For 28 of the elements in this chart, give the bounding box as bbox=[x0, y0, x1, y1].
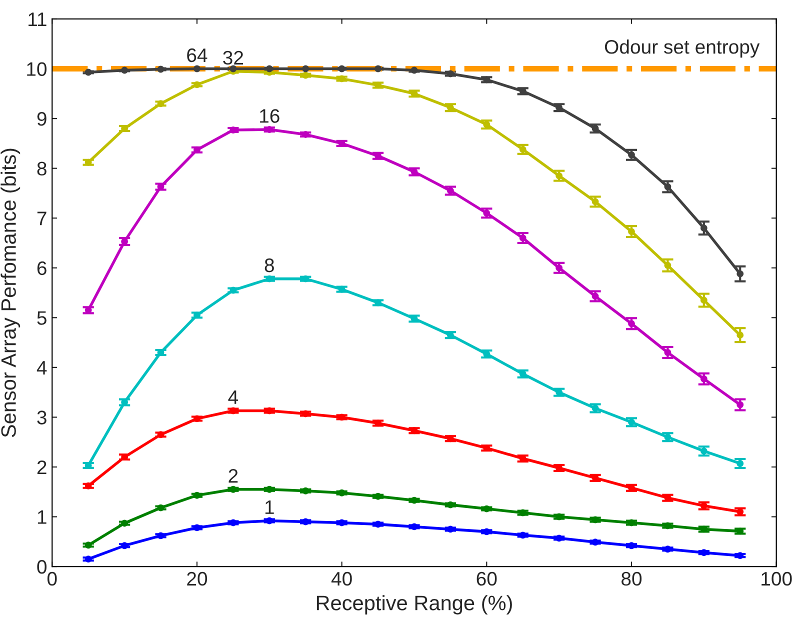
y-tick-label: 1 bbox=[38, 510, 46, 524]
series-label: 2 bbox=[228, 468, 238, 483]
y-tick-label: 9 bbox=[37, 112, 46, 126]
series-label: 4 bbox=[228, 390, 238, 404]
series-label: 8 bbox=[264, 258, 274, 272]
series-label: 32 bbox=[223, 50, 244, 65]
y-tick-label: 0 bbox=[37, 560, 47, 574]
series-label: 16 bbox=[260, 109, 280, 123]
ref-line-label: Odour set entropy bbox=[604, 40, 760, 58]
y-tick-label: 7 bbox=[37, 212, 46, 226]
y-tick-label: 4 bbox=[36, 361, 47, 374]
series-label: 1 bbox=[265, 500, 274, 514]
y-tick-label: 11 bbox=[28, 12, 46, 26]
series-label: 64 bbox=[187, 48, 208, 62]
x-tick-label: 20 bbox=[187, 572, 208, 586]
y-tick-label: 6 bbox=[37, 261, 46, 276]
x-tick-label: 0 bbox=[47, 572, 57, 586]
x-axis-title: Receptive Range (%) bbox=[316, 595, 512, 614]
y-tick-label: 3 bbox=[37, 410, 46, 424]
y-tick-label: 2 bbox=[37, 460, 46, 474]
y-axis-title: Sensor Array Perfomance (bits) bbox=[0, 148, 20, 438]
x-tick-label: 60 bbox=[476, 572, 497, 586]
y-tick-label: 5 bbox=[37, 311, 46, 325]
x-tick-label: 100 bbox=[762, 572, 792, 586]
y-tick-label: 8 bbox=[37, 162, 46, 176]
x-tick-label: 80 bbox=[622, 572, 642, 586]
x-tick-label: 40 bbox=[331, 572, 352, 586]
y-tick-label: 10 bbox=[27, 62, 47, 76]
